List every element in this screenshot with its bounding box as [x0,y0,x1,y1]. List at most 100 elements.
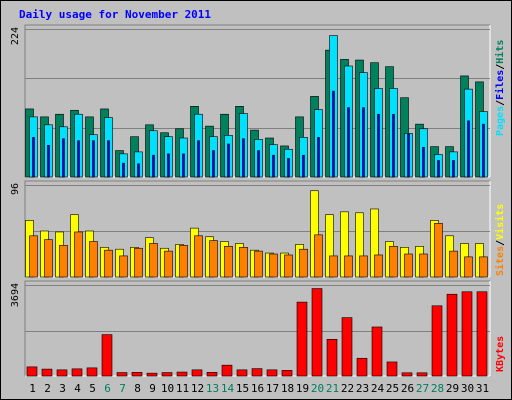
files-bar [137,163,140,178]
legend-entry: / [495,64,506,70]
kbytes-bar [161,372,173,377]
sites-bar [284,254,293,278]
files-bar [407,133,410,178]
sites-bar [74,231,83,278]
legend-entry: / [495,100,506,106]
kbytes-bar [296,301,308,377]
kbytes-bar-fill [326,338,338,377]
sites-bar-fill [434,223,443,278]
sites-bar [314,234,323,278]
sites-bar [149,243,158,278]
files-bar [77,140,80,178]
kbytes-bar-fill [476,291,488,377]
kbytes-bar [251,368,263,377]
kbytes-bar [311,288,323,377]
x-tick-label: 1 [29,382,36,395]
x-tick-label: 3 [59,382,66,395]
legend-entry: Visits [494,204,506,240]
sites-bar-fill [194,235,203,278]
kbytes-bar [191,369,203,377]
legend-entry: Files [494,70,506,100]
files-bar [92,140,95,178]
kbytes-bar [371,326,383,377]
files-bar-fill [152,154,155,178]
sites-bar-fill [89,241,98,278]
x-tick-label: 8 [134,382,141,395]
files-bar-fill [227,143,230,178]
sites-bar-fill [374,254,383,278]
sites-bar [239,246,248,278]
legend-entry: / [495,240,506,246]
kbytes-bar-fill [341,317,353,377]
sites-bar [164,250,173,278]
files-bar [227,143,230,178]
files-bar [107,140,110,178]
legend-entry: Hits [494,40,506,64]
kbytes-bar [326,338,338,377]
x-tick-label: 23 [356,382,369,395]
sites-bar-fill [269,253,278,278]
files-bar [182,153,185,178]
x-tick-label: 10 [161,382,174,395]
legend-kbytes: KBytes [495,336,506,372]
files-bar [212,150,215,178]
sites-bar-fill [419,253,428,278]
files-bar-fill [392,113,395,178]
sites-bar [254,250,263,278]
files-bar [482,123,485,178]
x-tick-label: 7 [119,382,126,395]
files-bar-fill [62,138,65,178]
sites-bar [479,256,488,278]
chart-title: Daily usage for November 2011 [19,8,212,21]
x-tick-label: 14 [221,382,235,395]
plot-panel-2 [24,280,491,377]
files-bar-fill [212,150,215,178]
files-bar [422,146,425,178]
kbytes-bar [116,372,128,377]
sites-bar [404,253,413,278]
sites-bar-fill [299,248,308,278]
kbytes-bar-fill [401,372,413,377]
files-bar [272,154,275,178]
files-bar [332,90,335,178]
files-bar [392,113,395,178]
files-bar [47,144,50,178]
x-tick-label: 25 [386,382,399,395]
sites-bar-fill [404,253,413,278]
sites-bar-fill [329,255,338,278]
kbytes-bar [26,366,38,377]
kbytes-bar-fill [116,372,128,377]
legend-entry: Pages [495,106,506,136]
x-tick-label: 11 [176,382,189,395]
sites-bar-fill [389,246,398,278]
x-tick-label: 24 [371,382,385,395]
files-bar [467,120,470,178]
sites-bar-fill [254,250,263,278]
sites-bar-fill [449,250,458,278]
kbytes-bar-fill [176,371,188,377]
sites-bar [434,223,443,278]
files-bar [362,107,365,178]
files-bar-fill [467,120,470,178]
sites-bar-fill [239,246,248,278]
kbytes-bar [461,291,473,377]
x-tick-label: 5 [89,382,96,395]
sites-bar-fill [209,240,218,278]
kbytes-bar-fill [236,369,248,377]
sites-bar [224,246,233,278]
files-bar-fill [32,137,35,178]
kbytes-bar [86,367,98,377]
kbytes-bar-fill [86,367,98,377]
x-tick-label: 18 [281,382,294,395]
x-tick-label: 22 [341,382,354,395]
x-tick-label: 15 [236,382,249,395]
kbytes-bar-fill [371,326,383,377]
kbytes-bar [356,357,368,377]
x-tick-label: 17 [266,382,279,395]
kbytes-bar-fill [56,369,68,377]
kbytes-bar-fill [146,372,158,377]
kbytes-bar-fill [281,370,293,377]
legend-hits-files-pages: Pages/Files/Hits [494,40,506,136]
sites-bar [344,255,353,278]
files-bar-fill [482,123,485,178]
